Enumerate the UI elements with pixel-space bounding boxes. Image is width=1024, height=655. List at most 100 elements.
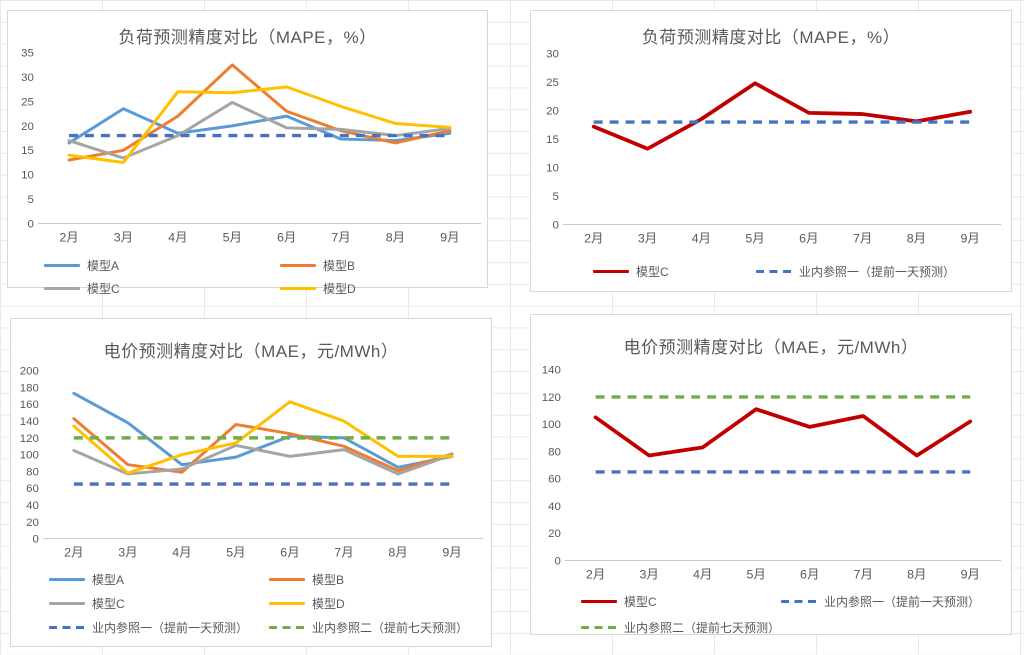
y-axis-tick-label: 200 [20,366,39,378]
y-axis-tick-label: 20 [26,517,39,529]
x-category-label: 5月 [226,546,245,560]
x-category-label: 2月 [64,546,83,560]
y-axis-tick-label: 10 [546,163,559,175]
legend-item[interactable]: 模型A [49,571,269,588]
legend-label: 模型C [636,265,669,279]
legend-label: 业内参照一（提前一天预测） [92,621,249,635]
series-line-2[interactable] [72,443,454,476]
y-axis-tick-label: 15 [21,145,34,157]
x-category-label: 2月 [586,567,605,581]
legend-line-marker [269,578,305,581]
legend-label: 模型C [624,595,657,609]
legend-dashed-line-marker [49,625,85,630]
y-axis-tick-label: 100 [20,450,39,462]
chart-title[interactable]: 电价预测精度对比（MAE，元/MWh） [623,338,919,357]
legend-label: 模型B [312,573,345,587]
y-axis-tick-label: 20 [546,106,559,118]
legend-label: 业内参照二（提前七天预测） [312,621,469,635]
series-line-0[interactable] [591,81,973,151]
y-axis-tick-label: 100 [542,419,561,431]
x-category-label: 9月 [442,546,461,560]
y-axis-tick-label: 0 [33,534,39,546]
load-mape-modelc-plot[interactable]: 0 5 10 15 20 25 30 2月 3月 4月 5月 6月 7月 8月 9月 [531,11,1011,291]
legend-line-marker [49,578,85,581]
x-category-label: 9月 [961,567,980,581]
x-category-label: 9月 [960,231,979,245]
chart-legend: 模型A 模型B 模型C 模型D [44,257,356,297]
y-axis-tick-label: 40 [548,501,561,513]
legend-item[interactable]: 业内参照二（提前七天预测） [581,619,781,636]
legend-line-marker [280,287,316,290]
x-category-label: 4月 [168,230,187,244]
x-category-label: 8月 [907,231,926,245]
y-axis-tick-label: 20 [21,121,34,133]
price-mae-models-plot[interactable]: 0 20 40 60 80 100 120 140 160 180 200 2月 3月 4月 5月 6月 7月 8… [11,319,491,646]
x-category-label: 2月 [59,230,78,244]
y-axis-tick-label: 15 [546,134,559,146]
series-line-3[interactable] [67,85,452,164]
y-axis-tick-label: 30 [21,72,34,84]
y-axis-tick-label: 35 [21,48,34,60]
y-axis-tick-label: 0 [553,219,559,231]
legend-line-marker [280,264,316,267]
chart-legend: 模型C 业内参照一（提前一天预测） [593,263,955,280]
series-line-1[interactable] [67,63,452,162]
legend-item[interactable]: 业内参照一（提前一天预测） [756,263,955,280]
x-category-label: 9月 [440,230,459,244]
legend-label: 模型D [312,597,345,611]
series-line-0[interactable] [593,407,973,458]
chart-price-mae-models[interactable]: 0 20 40 60 80 100 120 140 160 180 200 2月 3月 4月 5月 6月 7月 8… [10,318,492,647]
x-category-label: 7月 [331,230,350,244]
y-axis-tick-label: 0 [28,218,34,230]
legend-item[interactable]: 模型C [44,280,280,297]
y-axis-tick-label: 140 [20,416,39,428]
x-category-label: 7月 [334,546,353,560]
legend-item[interactable]: 业内参照二（提前七天预测） [269,619,468,636]
legend-item[interactable]: 模型A [44,257,280,274]
legend-item[interactable]: 模型D [280,280,356,297]
legend-line-marker [581,599,617,604]
y-axis-tick-label: 5 [28,194,34,206]
x-category-label: 8月 [386,230,405,244]
chart-title[interactable]: 负荷预测精度对比（MAPE，%） [641,28,901,47]
legend-item[interactable]: 业内参照一（提前一天预测） [49,619,269,636]
legend-item[interactable]: 模型B [269,571,468,588]
load-mape-models-plot[interactable]: 0 5 10 15 20 25 30 35 2月 3月 4月 5月 6月 7月 8月 9月 [8,11,487,287]
y-axis-tick-label: 40 [26,500,39,512]
series-line-2[interactable] [67,100,452,160]
y-axis-tick-label: 140 [542,365,561,377]
series-line-3[interactable] [72,400,454,475]
chart-title[interactable]: 电价预测精度对比（MAE，元/MWh） [103,342,399,361]
y-axis-tick-label: 60 [26,483,39,495]
legend-label: 模型B [323,259,356,273]
chart-load-mape-modelc-vs-ref[interactable]: 0 5 10 15 20 25 30 2月 3月 4月 5月 6月 7月 8月 9月 负荷预测精度对比（MA… [530,10,1012,292]
y-axis-tick-label: 120 [542,392,561,404]
legend-dashed-line-marker [756,269,792,274]
legend-line-marker [593,269,629,274]
x-category-label: 4月 [172,546,191,560]
y-axis-tick-label: 20 [548,528,561,540]
legend-item[interactable]: 模型D [269,595,468,612]
chart-price-mae-modelc-vs-ref[interactable]: 0 20 40 60 80 100 120 140 2月 3月 4月 5月 6月 7月 8月 9月 电价预测精… [530,314,1012,635]
series-line-0[interactable] [72,391,454,469]
x-category-label: 3月 [639,567,658,581]
legend-item[interactable]: 模型B [280,257,356,274]
series-line-1[interactable] [72,417,454,474]
chart-title[interactable]: 负荷预测精度对比（MAPE，%） [118,28,377,47]
y-axis-tick-label: 30 [546,49,559,61]
legend-item[interactable]: 模型C [581,593,781,610]
x-category-label: 8月 [388,546,407,560]
legend-label: 业内参照一（提前一天预测） [799,265,956,279]
y-axis-tick-label: 80 [26,466,39,478]
price-mae-modelc-plot[interactable]: 0 20 40 60 80 100 120 140 2月 3月 4月 5月 6月 7月 8月 9月 [531,315,1011,634]
x-category-label: 2月 [584,231,603,245]
chart-load-mape-models[interactable]: 0 5 10 15 20 25 30 35 2月 3月 4月 5月 6月 7月 8月 9月 负荷预测精度对比（… [7,10,488,296]
legend-item[interactable]: 模型C [49,595,269,612]
x-category-label: 4月 [692,231,711,245]
legend-item[interactable]: 模型C [593,263,756,280]
chart-legend: 模型A 模型B 模型C 模型D 业内参照一（提前一天预测） 业内参照二（提前七天预测） [49,571,468,636]
legend-item[interactable]: 业内参照一（提前一天预测） [781,593,980,610]
x-category-label: 3月 [638,231,657,245]
x-category-label: 3月 [114,230,133,244]
y-axis-tick-label: 5 [553,191,559,203]
